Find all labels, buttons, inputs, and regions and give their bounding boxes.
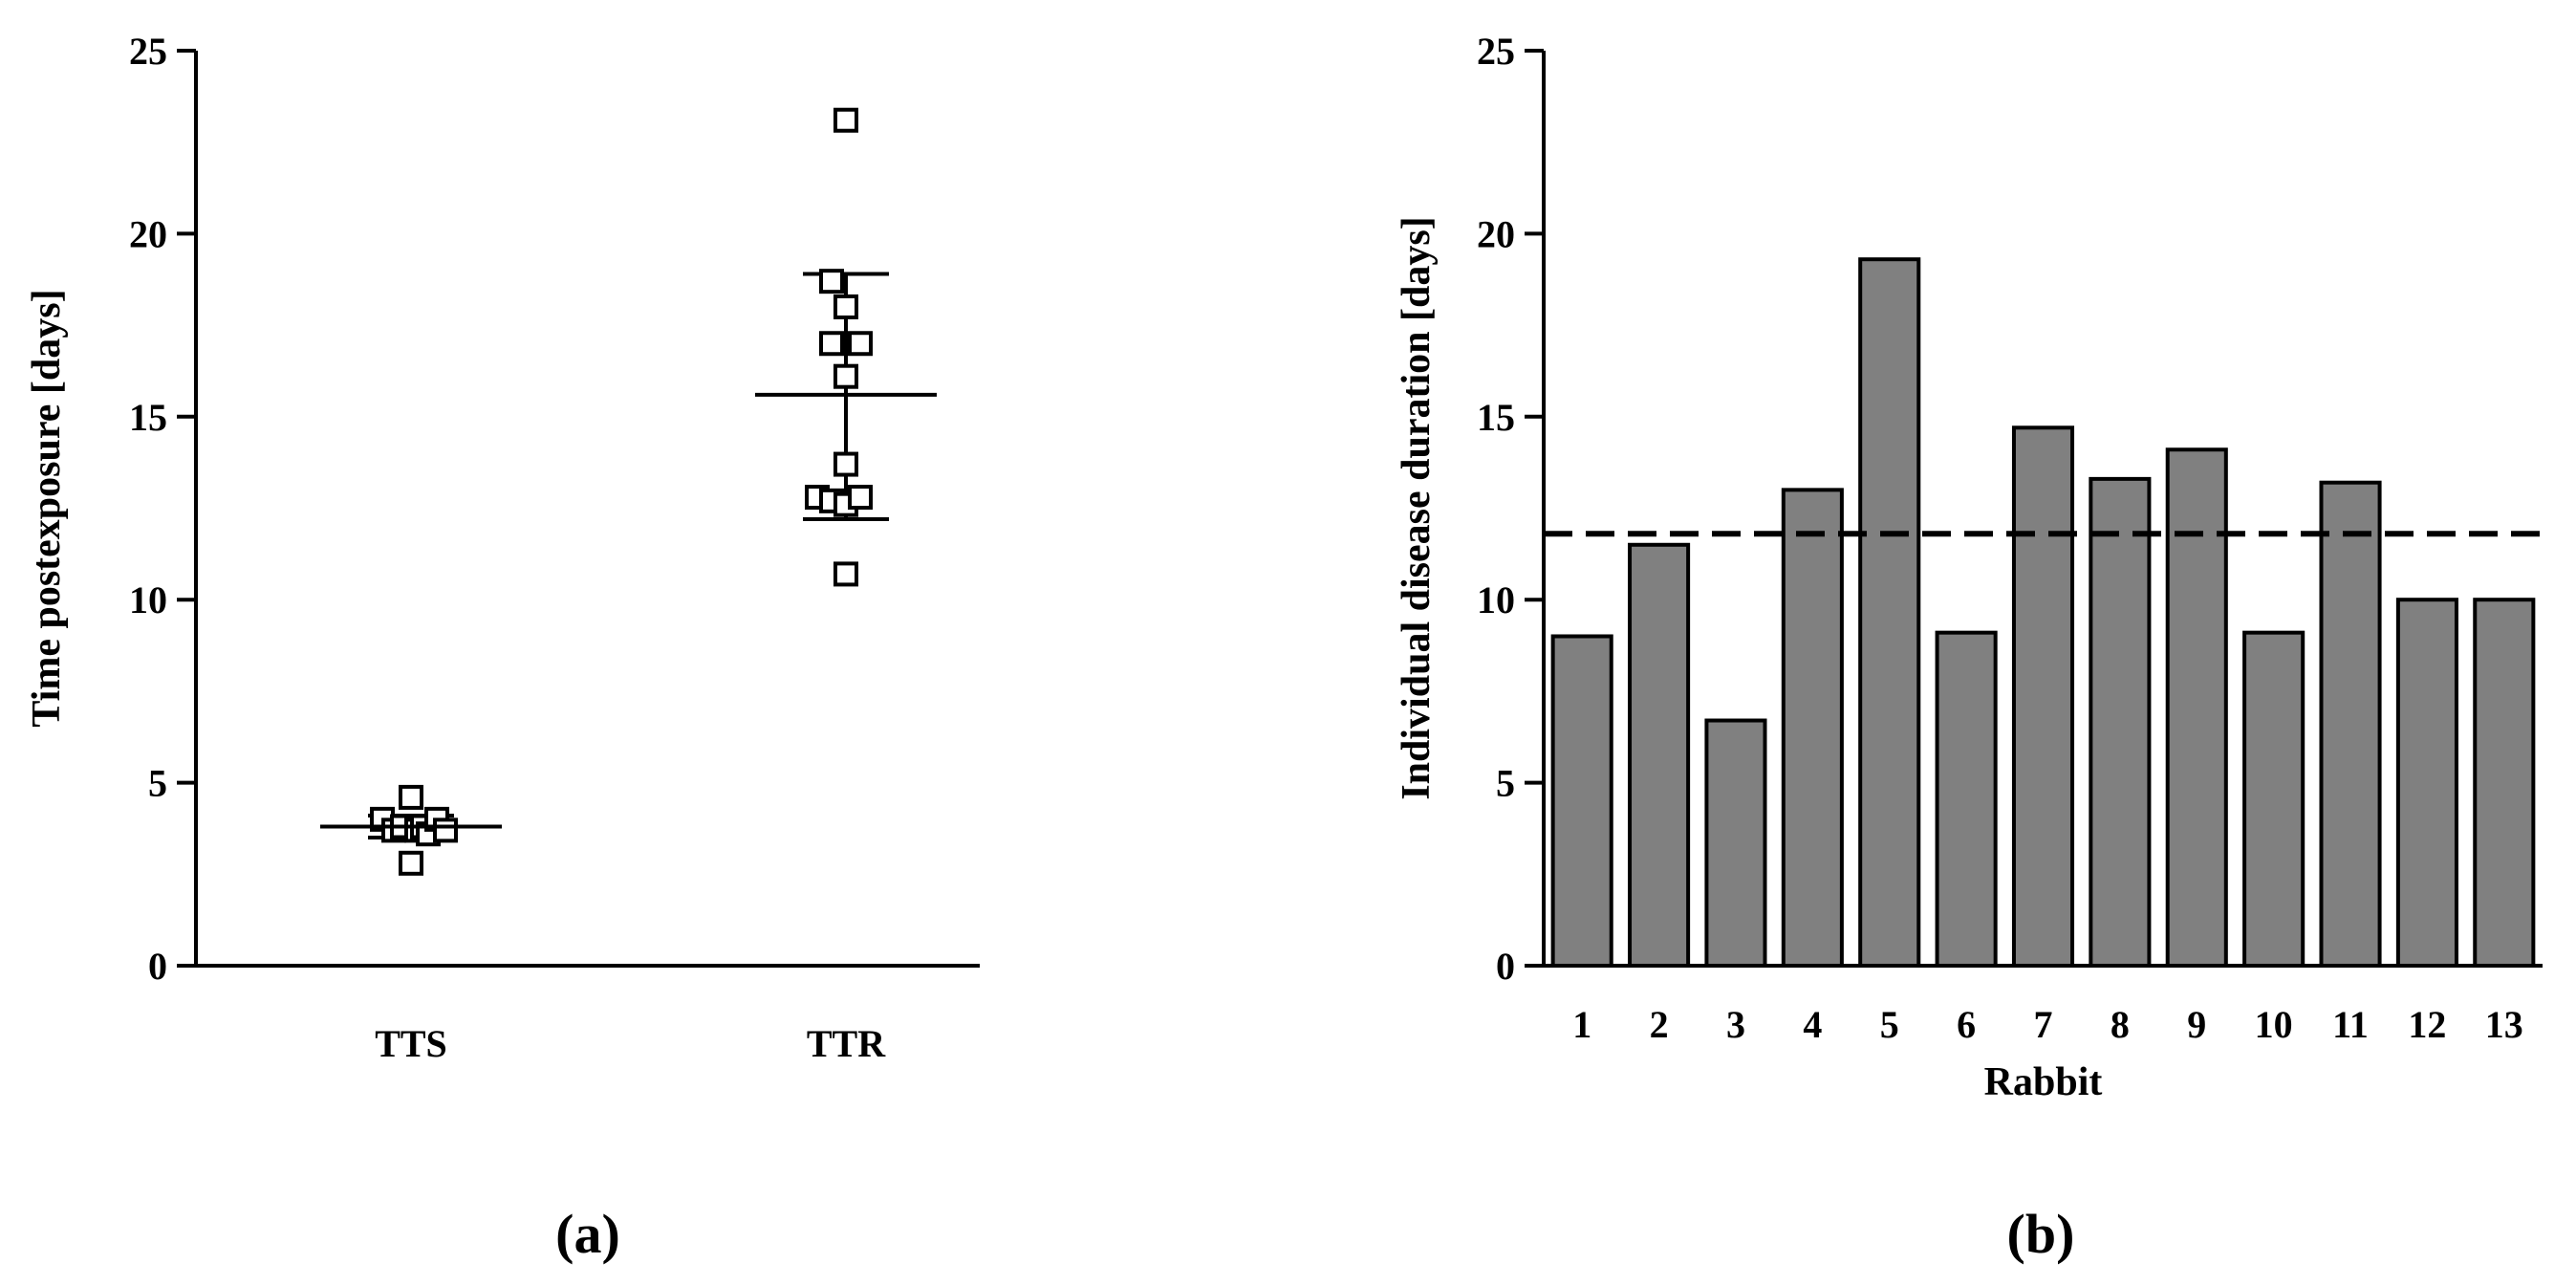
panel-b-bar (1935, 630, 1998, 968)
panel-b-bar (2165, 447, 2228, 968)
panel-a-data-point (399, 850, 423, 876)
panel-b-bar (1628, 542, 1691, 969)
panel-a-data-point (833, 363, 858, 389)
panel-b-category-label: 13 (2485, 1003, 2523, 1046)
panel-a-y-tick-label: 25 (129, 30, 167, 73)
panel-a-data-point (433, 817, 458, 843)
panel-b-category-label: 2 (1650, 1003, 1669, 1046)
panel-b-category-label: 10 (2255, 1003, 2293, 1046)
panel-b-category-label: 9 (2187, 1003, 2206, 1046)
panel-b-category-label: 11 (2332, 1003, 2369, 1046)
panel-a-category-label: TTR (807, 1022, 886, 1065)
panel-b-y-tick-label: 5 (1496, 762, 1515, 805)
panel-b-category-label: 4 (1803, 1003, 1822, 1046)
panel-a-data-point (833, 451, 858, 477)
panel-a-data-point (399, 784, 423, 810)
panel-b-bar (1858, 257, 1921, 969)
panel-b-category-label: 3 (1726, 1003, 1745, 1046)
panel-b-category-label: 12 (2408, 1003, 2446, 1046)
panel-a-y-tick-label: 10 (129, 578, 167, 621)
panel-b-bar (1781, 488, 1844, 968)
panel-a-y-axis-title: Time postexposure [days] (25, 289, 69, 727)
panel-b-bar (2319, 480, 2382, 968)
panel-b-y-tick-label: 15 (1477, 396, 1515, 439)
panel-a-y-tick-label: 5 (148, 762, 167, 805)
panel-b-x-axis-title: Rabbit (1984, 1060, 2103, 1104)
panel-a-data-point (833, 294, 858, 319)
panel-a-label: (a) (555, 1203, 620, 1265)
panel-b-category-label: 6 (1957, 1003, 1976, 1046)
panel-a-y-tick-label: 20 (129, 212, 167, 255)
panel-a-data-point (833, 561, 858, 587)
panel-a-data-point (819, 269, 844, 294)
panel-b-category-label: 5 (1880, 1003, 1899, 1046)
panel-b-bar (2242, 630, 2305, 968)
panel-a-y-tick-label: 0 (148, 945, 167, 988)
panel-b-y-tick-label: 20 (1477, 212, 1515, 255)
panel-b-y-axis-title: Individual disease duration [days] (1395, 216, 1439, 799)
panel-a-data-point (833, 107, 858, 133)
panel-b-category-label: 8 (2111, 1003, 2130, 1046)
panel-b-bar (1704, 718, 1767, 968)
panel-b-bar (2473, 598, 2536, 968)
panel-b-bar (2011, 425, 2075, 968)
panel-a-data-point (848, 331, 873, 357)
panel-b-bar (2395, 598, 2458, 968)
panel-b-y-tick-label: 0 (1496, 945, 1515, 988)
panel-b-bar (2089, 476, 2152, 968)
panel-b-y-tick-label: 10 (1477, 578, 1515, 621)
panel-a-data-point (819, 331, 844, 357)
panel-a-data-point (848, 485, 873, 511)
panel-a-y-tick-label: 15 (129, 396, 167, 439)
panel-a-scatter-chart: 0 5 10 15 20 25 TTS TTR Time postexposure [day… (25, 30, 980, 1265)
panel-b-category-label: 7 (2034, 1003, 2053, 1046)
panel-b-category-label: 1 (1572, 1003, 1591, 1046)
panel-b-bar (1550, 634, 1613, 968)
panel-b-y-tick-label: 25 (1477, 30, 1515, 73)
panel-b-label: (b) (2007, 1203, 2075, 1265)
panel-a-category-label: TTS (375, 1022, 447, 1065)
